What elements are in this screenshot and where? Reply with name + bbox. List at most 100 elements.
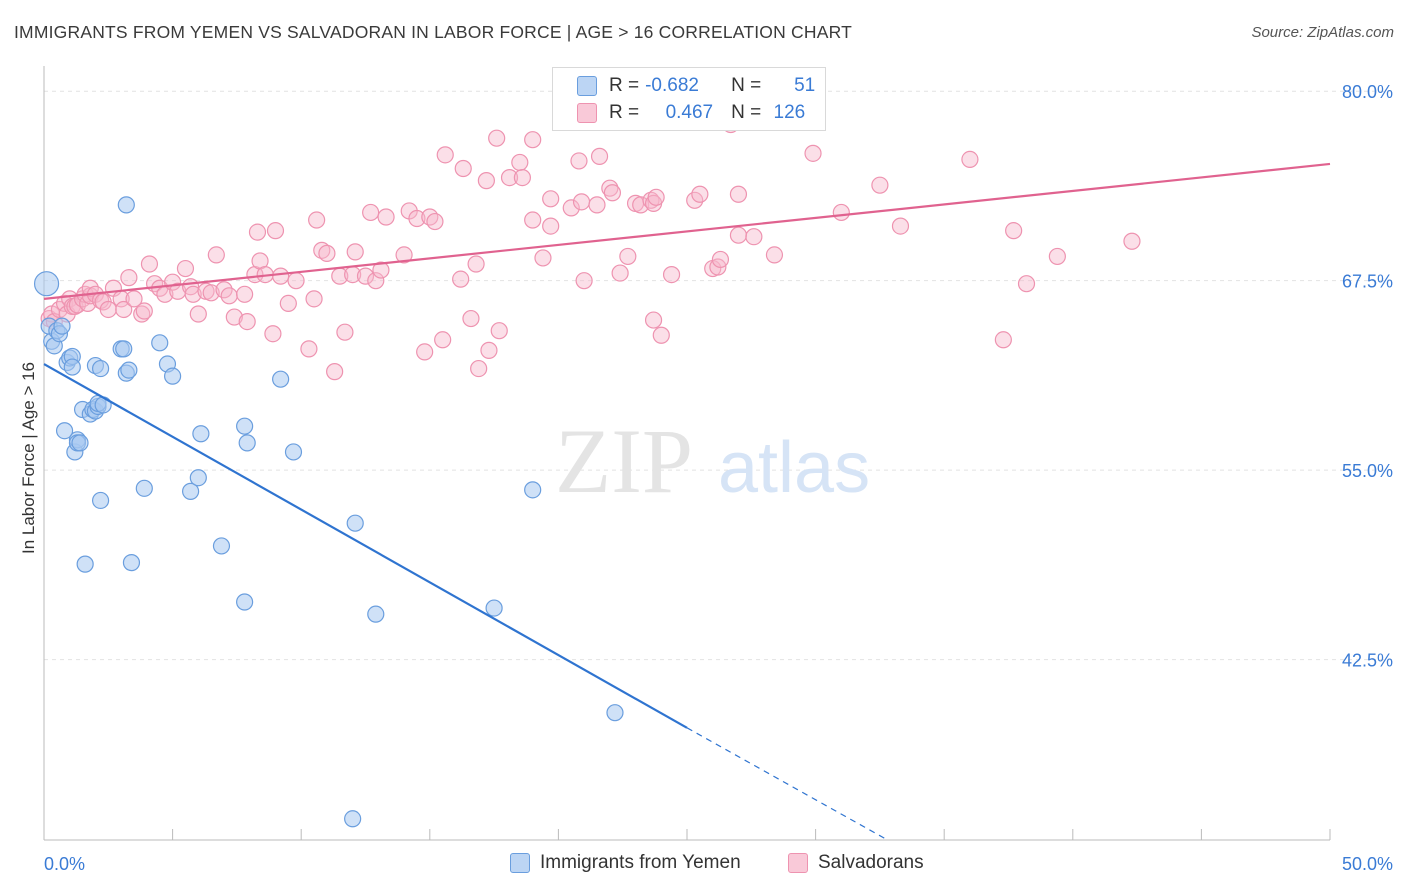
yemen-point [189, 469, 207, 487]
salvadorans-point [765, 246, 784, 264]
legend-r-label: R = [609, 75, 640, 96]
watermark-atlas: atlas [718, 428, 870, 508]
chart-title: IMMIGRANTS FROM YEMEN VS SALVADORAN IN L… [14, 22, 852, 42]
salvadorans-point [891, 217, 910, 235]
salvadorans-point [99, 300, 117, 319]
salvadorans-point [619, 247, 637, 266]
salvadorans-point [642, 191, 660, 209]
salvadorans-point [362, 203, 380, 222]
salvadorans-point [632, 196, 650, 214]
salvadorans-point [1005, 222, 1023, 240]
legend-swatch-salvadorans [577, 103, 597, 123]
salvadorans-point [225, 308, 243, 326]
yemen-point [164, 367, 182, 385]
yemen-point [55, 422, 74, 440]
salvadorans-point [377, 208, 395, 226]
salvadorans-point [462, 309, 480, 328]
salvadorans-point [477, 172, 495, 190]
yemen-point [120, 361, 138, 379]
salvadorans-point [804, 144, 822, 162]
salvadorans-point [238, 312, 256, 331]
yemen-trend-line [43, 363, 688, 729]
salvadorans-point [588, 196, 606, 214]
yemen-point [238, 434, 256, 452]
salvadorans-point [467, 255, 485, 273]
salvadorans-point [220, 287, 238, 305]
salvadorans-point [236, 285, 254, 303]
salvadorans-point [176, 259, 195, 278]
salvadorans-point [336, 323, 354, 341]
salvadorans-point [395, 246, 413, 264]
salvadorans-point [524, 211, 542, 229]
trend-lines [43, 162, 1331, 841]
legend-swatch-yemen [577, 76, 597, 96]
yemen-point [91, 359, 110, 378]
legend-r-label: R = [609, 102, 640, 123]
salvadorans-point [305, 290, 323, 308]
yemen-point [91, 491, 110, 510]
bottom-legend-label-yemen: Immigrants from Yemen [540, 852, 741, 873]
yemen-point [284, 443, 303, 461]
y-axis-label: In Labor Force | Age > 16 [19, 362, 38, 554]
salvadorans-point [488, 129, 506, 147]
salvadorans-point [662, 266, 681, 284]
bottom-legend-salvadorans: Salvadorans [788, 852, 924, 874]
yemen-point [606, 704, 624, 722]
salvadorans-point [356, 267, 375, 285]
source-label: Source: ZipAtlas.com [1251, 24, 1394, 41]
salvadorans-points [40, 115, 1141, 381]
salvadorans-point [524, 131, 542, 149]
salvadorans-point [300, 340, 318, 358]
bottom-legend-label-salvadorans: Salvadorans [818, 852, 924, 873]
legend-n-label: N = [731, 102, 762, 123]
salvadorans-point [729, 185, 748, 203]
salvadorans-point [1048, 247, 1066, 266]
yemen-point [182, 482, 200, 500]
salvadorans-point [452, 270, 470, 288]
yemen-point [344, 810, 362, 828]
salvadorans-point [318, 244, 336, 262]
salvadorans-point [871, 176, 889, 194]
salvadorans-point [590, 147, 609, 165]
bottom-legend-yemen: Immigrants from Yemen [510, 852, 741, 874]
salvadorans-point [570, 152, 588, 170]
yemen-point [192, 425, 210, 443]
bottom-swatch-salvadorans [788, 853, 808, 873]
yemen-point [135, 479, 153, 497]
salvadorans-point [416, 343, 434, 361]
salvadorans-point [490, 322, 508, 340]
salvadorans-point [202, 284, 220, 302]
salvadorans-point [513, 168, 531, 187]
salvadorans-point [961, 150, 979, 169]
yemen-point [485, 599, 503, 617]
yemen-point [236, 593, 254, 611]
salvadorans-point [279, 294, 297, 313]
yemen-point [76, 555, 94, 573]
yemen-point [151, 334, 169, 352]
salvadorans-point [729, 226, 748, 244]
salvadorans-point [454, 159, 472, 178]
salvadorans-point [542, 190, 560, 208]
salvadorans-point [470, 359, 488, 378]
salvadorans-point [426, 212, 444, 231]
stats-legend: R = -0.682 N = 51 R = 0.467 N = 126 [552, 67, 826, 131]
legend-n-value-yemen: 51 [794, 75, 816, 96]
watermark-zip: ZIP [555, 410, 693, 512]
salvadorans-point [611, 264, 629, 282]
salvadorans-point [264, 325, 282, 343]
yemen-point [71, 434, 89, 452]
salvadorans-point [272, 267, 290, 285]
yemen-point [117, 196, 135, 214]
watermark: ZIP atlas [555, 410, 870, 512]
salvadorans-point [140, 255, 159, 273]
salvadorans-point [575, 272, 593, 290]
y-tick-label: 55.0% [1342, 461, 1393, 481]
x-tick-label: 0.0% [44, 854, 85, 874]
legend-n-value-salvadorans: 126 [773, 102, 806, 123]
salvadorans-point [562, 199, 580, 217]
salvadorans-point [711, 250, 730, 269]
salvadorans-point [994, 331, 1012, 349]
gridlines [44, 90, 1393, 661]
salvadorans-point [436, 146, 454, 164]
